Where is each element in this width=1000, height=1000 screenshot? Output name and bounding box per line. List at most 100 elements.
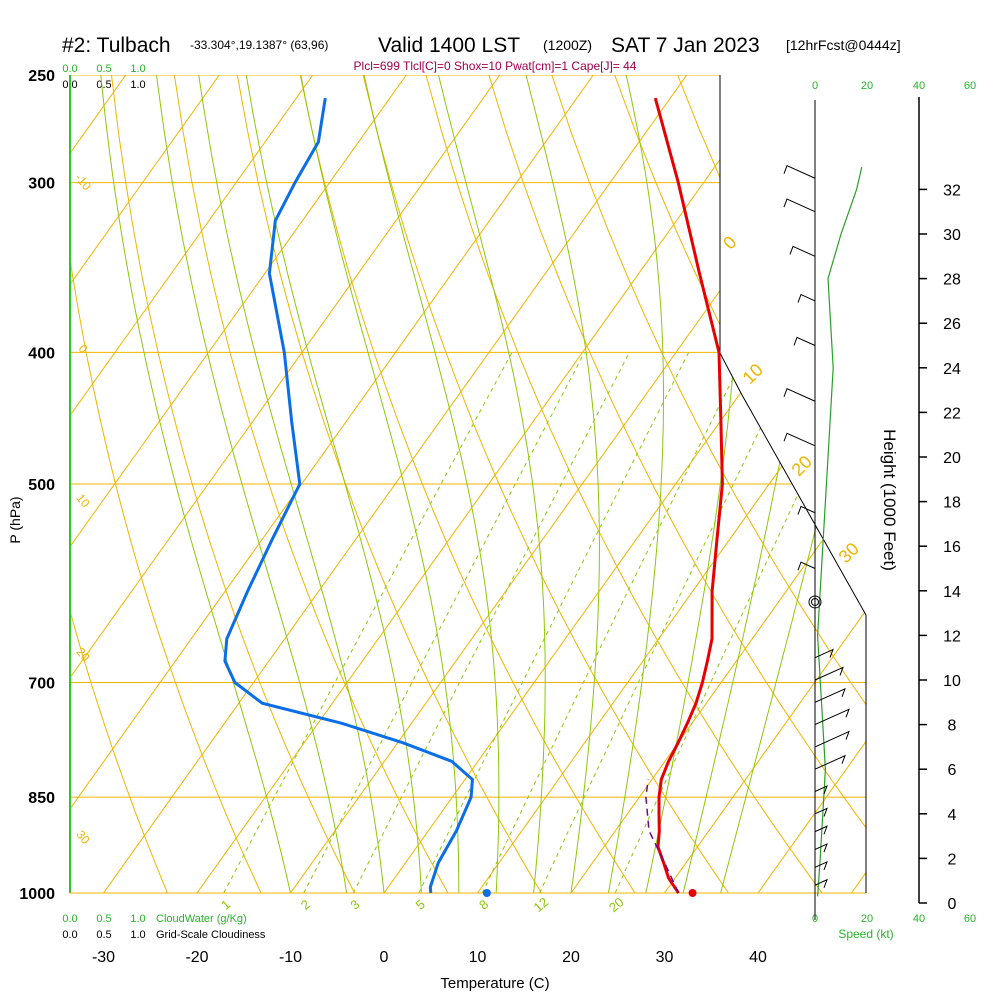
cloudiness-label: Grid-Scale Cloudiness [156, 929, 266, 941]
mixing-ratio-label: 1 [218, 897, 233, 913]
wind-barb [814, 708, 850, 726]
x-tick-label: 0 [380, 949, 389, 966]
mixing-ratio-line [481, 352, 747, 893]
dry-adiabat-label: 0 [76, 342, 91, 356]
isotherm-label: 20 [788, 452, 816, 480]
dry-adiabat-line [173, 75, 449, 893]
isotherm-line [383, 75, 866, 893]
x-tick-label: -20 [185, 949, 208, 966]
height-tick-label: 8 [948, 718, 957, 735]
wind-barb [814, 754, 846, 770]
temperature-line [653, 97, 724, 894]
speed-tick-top-2: 40 [913, 80, 925, 92]
moist-adiabat-line [525, 75, 600, 893]
height-tick-label: 28 [943, 272, 961, 289]
isotherm-line [70, 75, 501, 893]
x-tick-label: 10 [469, 949, 487, 966]
wind-barb [814, 648, 834, 659]
lcl-marker-outer [808, 595, 822, 609]
utc-time: (1200Z) [543, 37, 592, 53]
cloudwater-label: CloudWater (g/Kg) [156, 913, 247, 925]
height-tick-label: 2 [948, 851, 957, 868]
isotherm-line [70, 75, 314, 893]
moist-adiabat-line [363, 75, 500, 893]
speed-tick-bottom-2: 40 [913, 913, 925, 925]
mixing-ratio-label: 5 [413, 897, 428, 913]
top-cloudwater-tick-0: 0.0 [62, 63, 77, 75]
speed-tick-top-3: 60 [964, 80, 976, 92]
mixing-ratio-line [303, 352, 586, 893]
height-tick-label: 4 [948, 807, 957, 824]
mixing-ratio-line [539, 352, 798, 893]
top-cloud-scale: 0.0 0.5 1.0 0.0 0.5 1.0 [62, 63, 145, 91]
bottom-cloudwater-tick-0: 0.0 [62, 913, 77, 925]
dry-adiabat-line [551, 75, 866, 893]
dry-adiabat-line [614, 75, 866, 893]
dry-adiabat-line [70, 75, 168, 893]
speed-tick-top-0: 0 [812, 80, 818, 92]
isotherm-line [757, 75, 866, 893]
dry-adiabat-line [299, 75, 636, 893]
axis-ticks: -30 -20 -10 0 10 20 30 402503004005007008501000… [19, 68, 961, 966]
top-cloudwater-tick-1: 0.5 [96, 63, 111, 75]
isotherm-label: 0 [719, 232, 740, 253]
speed-scale-top: 0 20 40 60 [812, 80, 976, 92]
mixing-ratio-line [418, 352, 690, 893]
mixing-ratio-label: 3 [347, 897, 362, 913]
dry-adiabat-line [236, 75, 542, 893]
moist-adiabat-line [156, 75, 348, 893]
station-title: #2: Tulbach [62, 34, 171, 57]
speed-tick-top-1: 20 [861, 80, 873, 92]
wind-speed-line [816, 166, 863, 897]
height-tick-label: 30 [943, 227, 961, 244]
top-cloudiness-tick-2: 1.0 [130, 79, 145, 91]
x-tick-label: -10 [279, 949, 302, 966]
dry-adiabat-label: 30 [73, 828, 93, 847]
height-tick-label: 24 [943, 361, 961, 378]
dry-adiabat-line [992, 75, 1000, 893]
height-tick-label: 0 [948, 896, 957, 913]
pressure-tick-label: 850 [28, 790, 55, 807]
moist-adiabat-line [607, 75, 664, 893]
speed-tick-bottom-3: 60 [964, 913, 976, 925]
height-tick-label: 10 [943, 673, 961, 690]
dry-adiabat-line [362, 75, 729, 893]
bottom-cloud-scale: 0.0 0.5 1.0 CloudWater (g/Kg) 0.0 0.5 1.… [62, 913, 266, 941]
wind-barb [797, 505, 816, 515]
pressure-tick-label: 1000 [19, 886, 55, 903]
bottom-cloudiness-tick-1: 0.5 [96, 929, 111, 941]
lcl-marker-inner [811, 597, 819, 606]
mixing-ratio-label: 8 [476, 897, 491, 913]
dry-adiabat-label: 10 [73, 491, 93, 510]
moist-adiabat-line [438, 75, 546, 893]
sounding-profiles [223, 97, 724, 897]
bottom-cloudwater-tick-1: 0.5 [96, 913, 111, 925]
x-tick-label: 30 [656, 949, 674, 966]
height-tick-label: 6 [948, 762, 957, 779]
isotherm-label: 10 [739, 360, 767, 388]
wind-barb [783, 198, 816, 213]
isotherm-line [70, 75, 407, 893]
x-tick-label: 20 [562, 949, 580, 966]
wind-profile [783, 100, 863, 920]
dewpoint-line [223, 97, 474, 894]
x-tick-label: 40 [749, 949, 767, 966]
height-tick-label: 22 [943, 405, 961, 422]
wind-barb [814, 687, 846, 703]
mixing-ratio-line [614, 352, 866, 893]
mixing-ratio-label: 20 [606, 894, 627, 915]
wind-barb [814, 843, 828, 853]
forecast-run: [12hrFcst@0444z] [786, 37, 901, 53]
isotherm-line [477, 75, 866, 893]
wind-barb [814, 730, 850, 748]
dry-adiabat-label: -10 [72, 171, 94, 194]
pressure-tick-label: 300 [28, 176, 55, 193]
wind-barb [814, 878, 828, 888]
moist-adiabat-line [720, 75, 866, 893]
top-cloudiness-tick-1: 0.5 [96, 79, 111, 91]
speed-label: Speed (kt) [838, 927, 893, 941]
mixing-ratio-line [352, 352, 630, 893]
moist-adiabat-line [300, 75, 460, 893]
isotherm-line [70, 75, 594, 893]
wind-barb [783, 164, 816, 179]
